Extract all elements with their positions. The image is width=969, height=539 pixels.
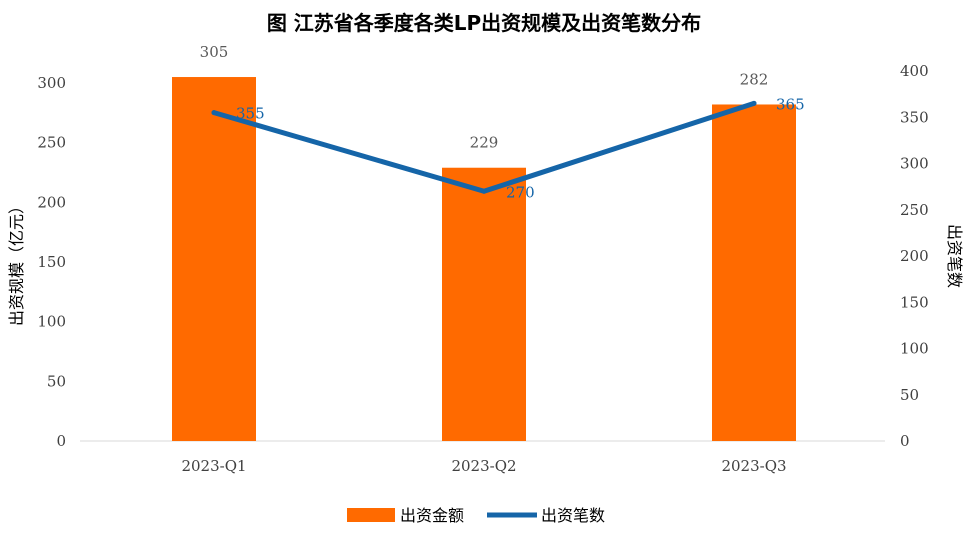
y-tick-left: 0 [56,432,66,450]
bar [442,167,526,441]
bar-data-label: 305 [200,43,229,61]
y-axis-label-left: 出资规模（亿元） [7,198,26,326]
x-tick: 2023-Q2 [451,457,516,475]
x-tick: 2023-Q3 [721,457,786,475]
y-tick-right: 350 [900,108,929,126]
chart-title: 图 江苏省各季度各类LP出资规模及出资笔数分布 [267,11,701,35]
y-tick-left: 250 [37,134,66,152]
legend-swatch-bar [347,508,395,522]
bar-data-label: 282 [740,70,769,88]
legend-label-bar: 出资金额 [400,506,464,525]
y-tick-left: 100 [37,313,66,331]
y-tick-right: 50 [900,386,919,404]
y-tick-right: 100 [900,340,929,358]
x-tick: 2023-Q1 [181,457,246,475]
y-tick-right: 200 [900,247,929,265]
line-data-label: 355 [236,105,265,123]
y-axis-label-right: 出资笔数 [945,224,964,288]
legend-label-line: 出资笔数 [541,506,605,525]
y-tick-right: 300 [900,155,929,173]
y-tick-left: 150 [37,253,66,271]
y-tick-right: 150 [900,293,929,311]
line-point [481,188,487,194]
bar [712,104,796,441]
bar [172,77,256,442]
line-data-label: 270 [506,183,535,201]
y-tick-left: 50 [47,372,66,390]
line-point [211,110,217,116]
y-tick-left: 300 [37,74,66,92]
line-point [751,100,757,106]
bar-data-label: 229 [470,134,499,152]
legend: 出资金额 出资笔数 [347,506,605,525]
y-tick-right: 400 [900,62,929,80]
line-data-label: 365 [776,95,805,113]
y-tick-left: 200 [37,193,66,211]
y-tick-right: 0 [900,432,910,450]
y-tick-right: 250 [900,201,929,219]
